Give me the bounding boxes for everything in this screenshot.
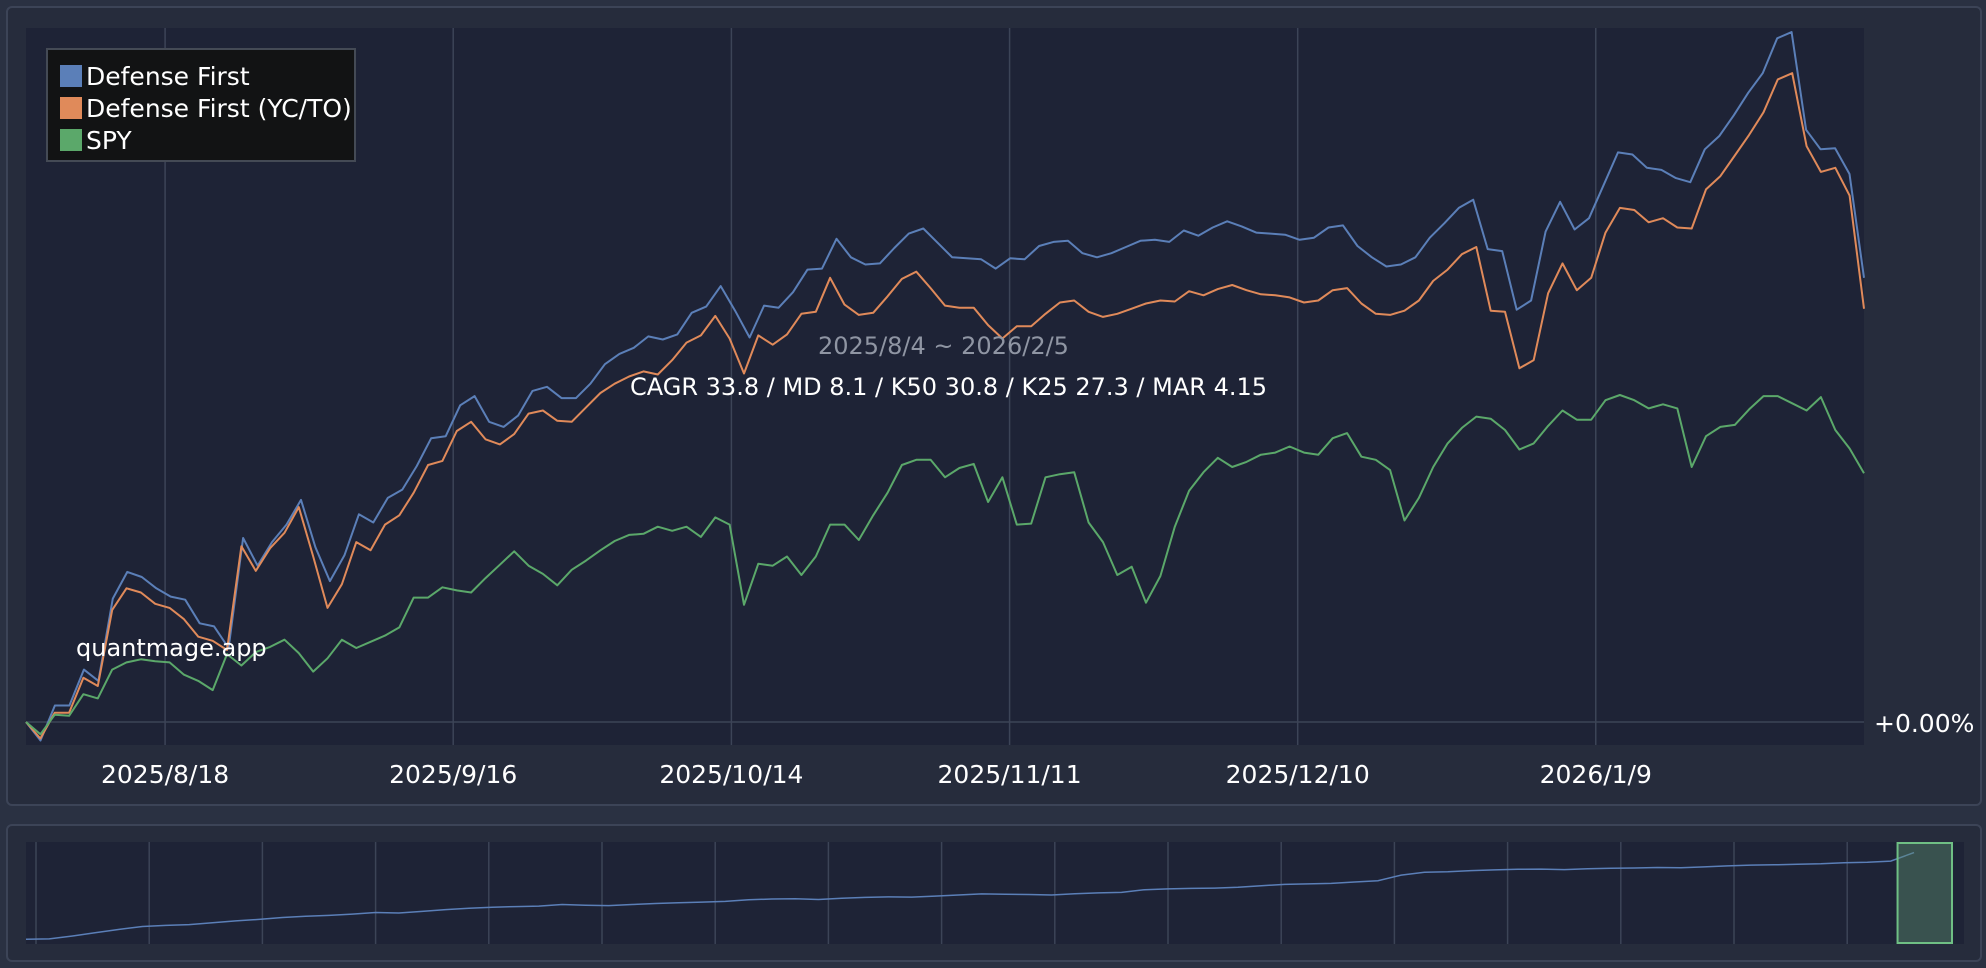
legend-label-spy: SPY [86,125,132,155]
legend-label-defense-first-yc-to: Defense First (YC/TO) [86,93,352,123]
x-tick-label: 2025/8/18 [101,760,229,789]
navigator-series-line [25,851,1915,940]
x-tick-label: 2025/12/10 [1226,760,1370,789]
chart-legend: Defense First Defense First (YC/TO) SPY [46,48,356,162]
x-tick-label: 2026/1/9 [1540,760,1652,789]
series-line-defense-first-yc-to [25,72,1865,740]
navigator-range-selector [1896,842,1954,944]
legend-item-defense-first[interactable]: Defense First [60,60,354,92]
legend-item-spy[interactable]: SPY [60,124,354,156]
x-tick-label: 2025/9/16 [389,760,517,789]
legend-swatch-defense-first-yc-to [60,97,82,119]
watermark-text: quantmage.app [76,634,267,662]
legend-swatch-spy [60,129,82,151]
legend-item-defense-first-yc-to[interactable]: Defense First (YC/TO) [60,92,354,124]
series-line-defense-first [25,31,1865,742]
legend-swatch-defense-first [60,65,82,87]
stats-label: CAGR 33.8 / MD 8.1 / K50 30.8 / K25 27.3… [630,373,1268,401]
x-tick-label: 2025/11/11 [938,760,1082,789]
series-line-spy [25,394,1865,736]
legend-label-defense-first: Defense First [86,61,250,91]
navigator-plot-area [26,842,1964,944]
period-label: 2025/8/4 ~ 2026/2/5 [818,332,1069,360]
x-tick-label: 2025/10/14 [659,760,803,789]
y-axis-zero-label: +0.00% [1874,709,1975,738]
